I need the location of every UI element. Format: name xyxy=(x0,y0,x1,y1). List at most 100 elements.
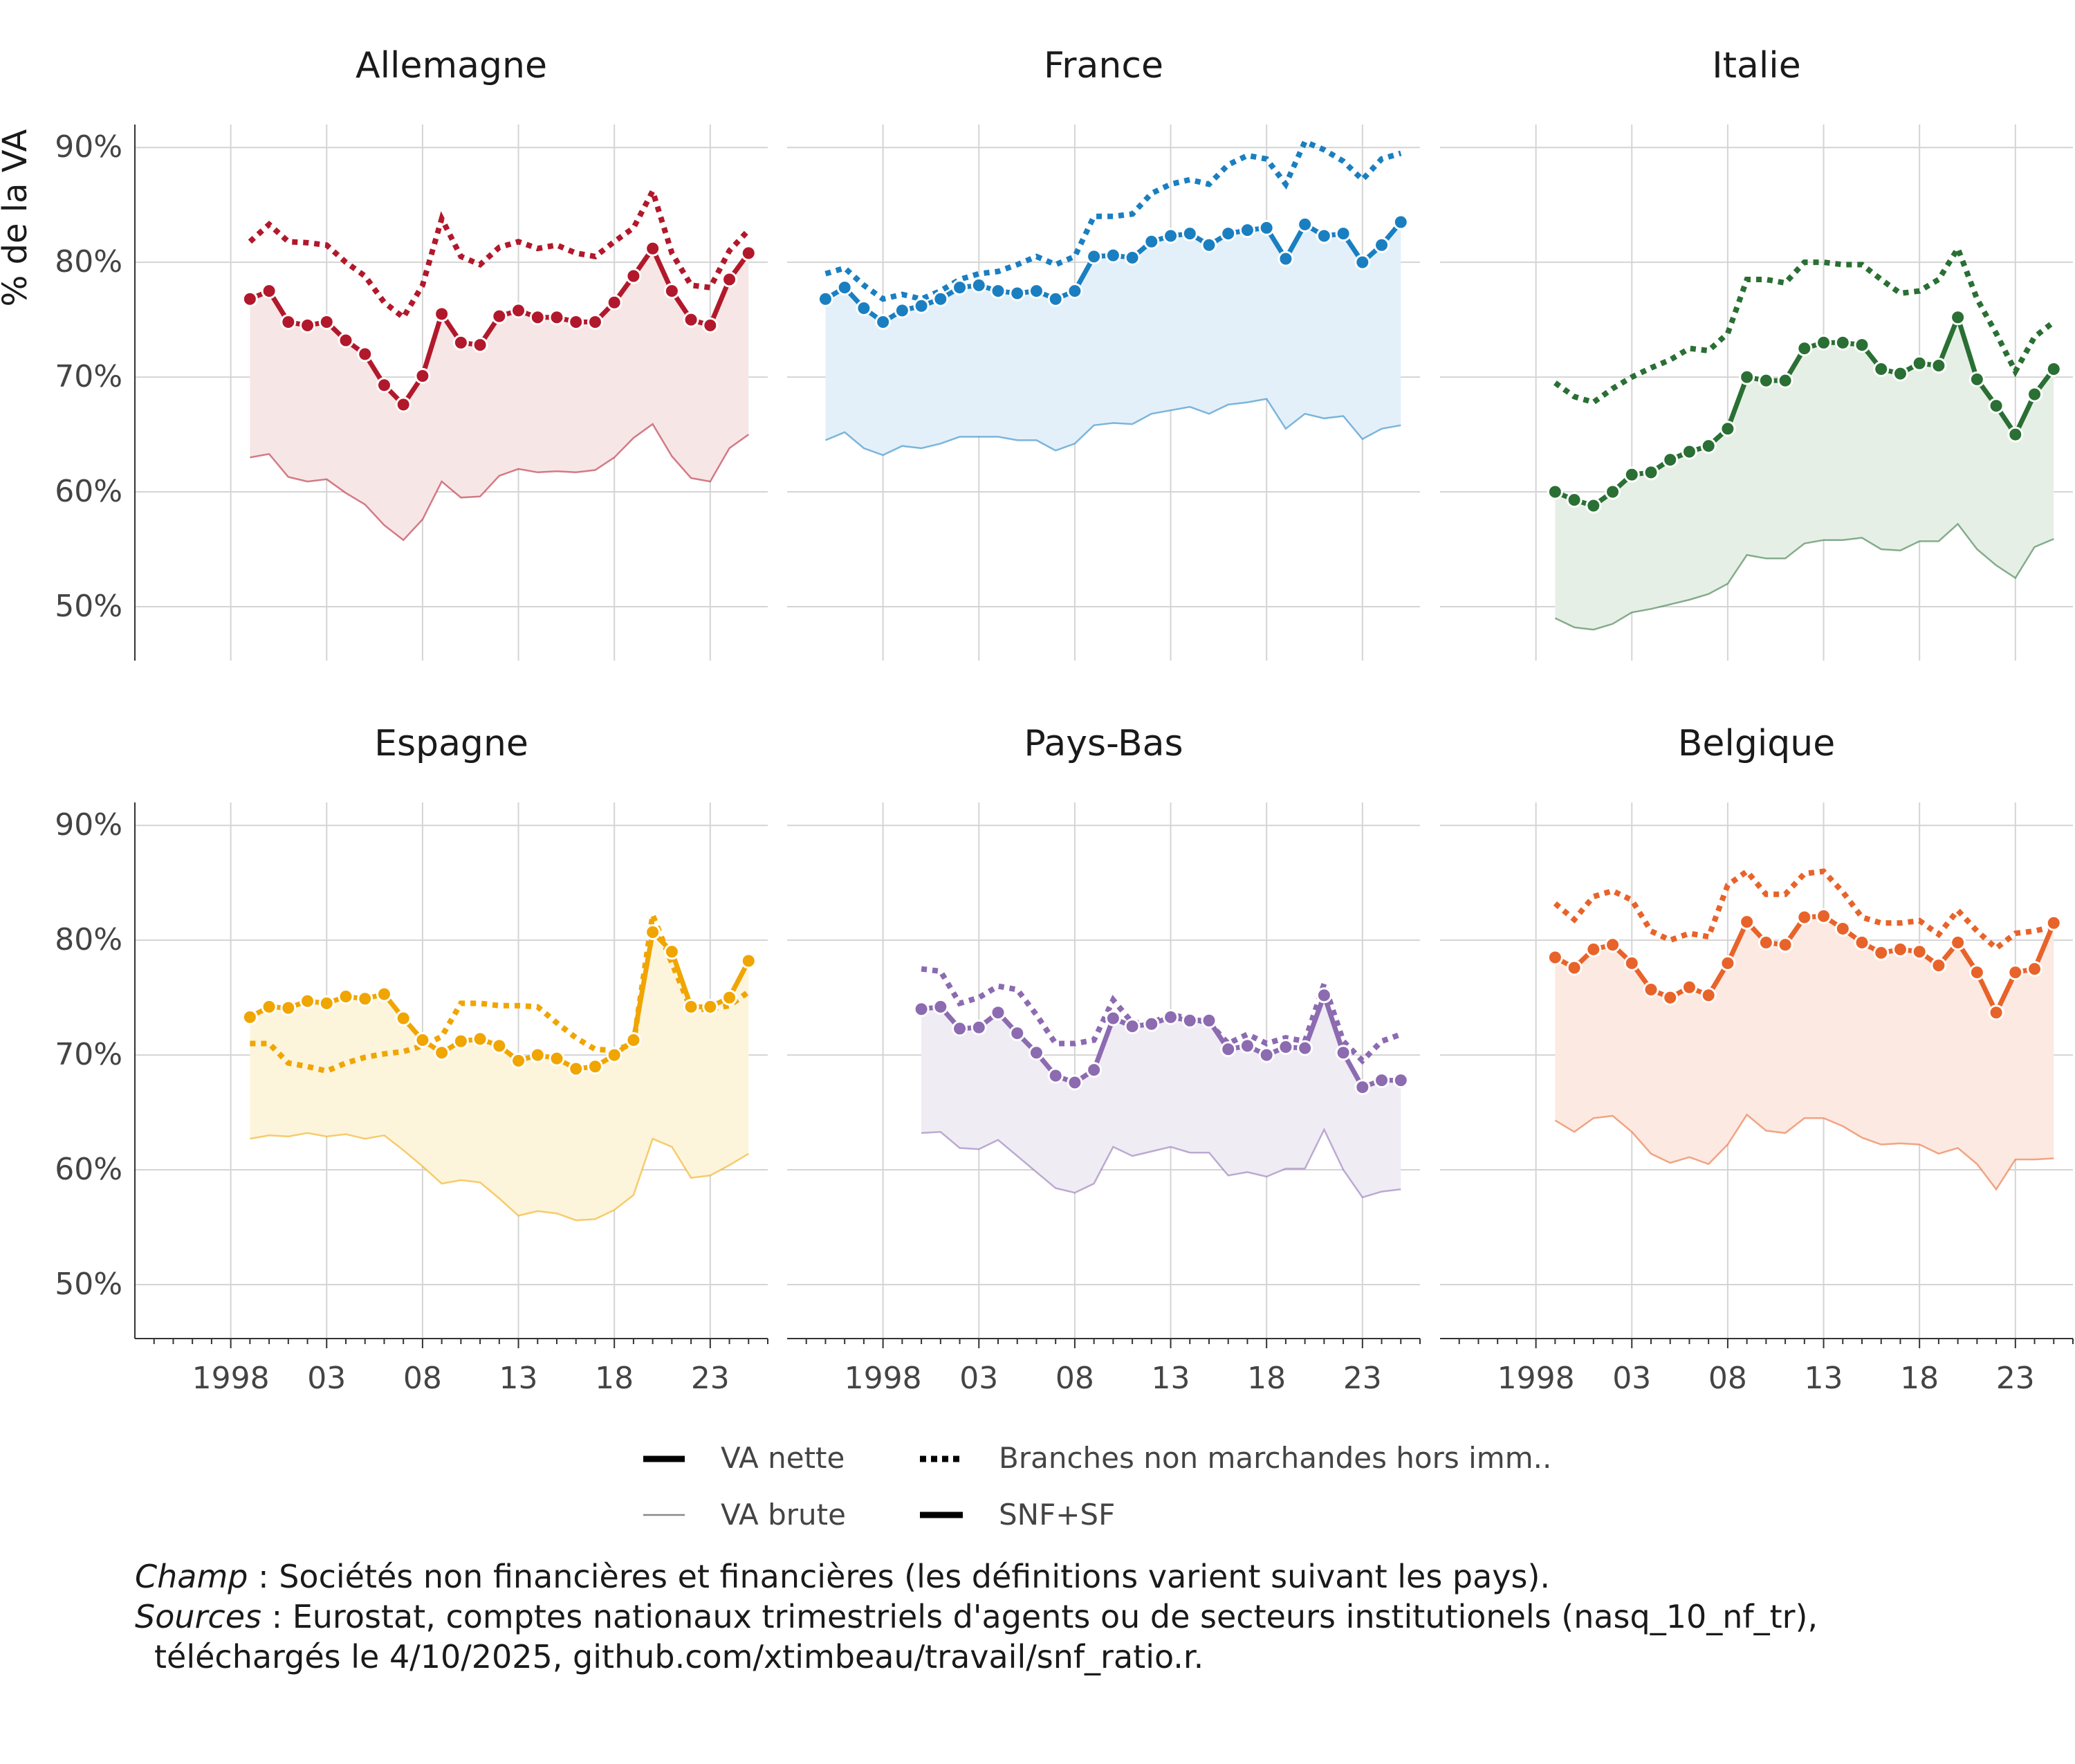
point-va-nette xyxy=(376,986,392,1002)
series-va-brute xyxy=(1554,1113,2054,1191)
point-va-nette xyxy=(1796,340,1813,357)
point-va-nette xyxy=(1335,226,1352,242)
y-tick-label: 70% xyxy=(55,359,122,394)
x-tick-label: 13 xyxy=(1152,1361,1190,1396)
point-va-nette xyxy=(1758,372,1774,389)
point-va-nette xyxy=(932,998,949,1015)
point-va-nette xyxy=(472,1031,488,1047)
point-va-nette xyxy=(740,953,757,969)
point-va-nette xyxy=(261,283,277,300)
point-va-nette xyxy=(856,300,872,317)
point-va-nette xyxy=(932,291,949,307)
point-va-nette xyxy=(1201,237,1217,253)
point-va-nette xyxy=(1047,291,1064,307)
panel-allemagne: Allemagne 50% 60% 70% 80% 90% xyxy=(55,45,768,661)
point-va-nette xyxy=(1643,982,1659,998)
point-va-nette xyxy=(241,1009,258,1025)
point-va-nette xyxy=(1163,1009,1179,1025)
point-va-nette xyxy=(1950,934,1966,950)
point-va-nette xyxy=(1854,934,1870,950)
point-va-nette xyxy=(1086,1062,1103,1078)
point-va-nette xyxy=(414,1032,431,1049)
point-va-nette xyxy=(1950,309,1966,326)
point-va-nette xyxy=(683,998,699,1015)
point-va-nette xyxy=(241,291,258,307)
panel-france: France xyxy=(787,45,1420,661)
series-va-brute xyxy=(1554,522,2054,631)
point-va-nette xyxy=(548,309,565,326)
x-tick-label: 1998 xyxy=(192,1361,270,1396)
panel-belgique: Belgique 1998 03 08 13 18 23 xyxy=(1440,723,2074,1396)
ribbon-net-brut xyxy=(250,932,749,1221)
point-va-nette xyxy=(625,268,642,284)
point-va-nette xyxy=(280,313,297,330)
point-va-nette xyxy=(836,279,853,296)
point-va-nette xyxy=(1547,949,1563,966)
point-va-nette xyxy=(2045,915,2062,931)
y-tick-label: 90% xyxy=(55,807,122,843)
point-va-nette xyxy=(1258,219,1275,236)
point-va-nette xyxy=(1566,492,1583,508)
series-va-brute xyxy=(921,1128,1401,1199)
point-va-nette xyxy=(1892,365,1908,382)
point-va-nette xyxy=(1854,337,1870,353)
point-va-nette xyxy=(1911,355,1928,371)
x-tick-label: 08 xyxy=(403,1361,442,1396)
point-va-nette xyxy=(1220,226,1237,242)
point-va-nette xyxy=(548,1050,565,1067)
point-va-nette xyxy=(606,294,622,311)
point-va-nette xyxy=(990,1004,1006,1021)
point-va-nette xyxy=(1354,254,1371,270)
point-va-nette xyxy=(357,346,374,362)
x-tick-label: 03 xyxy=(307,1361,346,1396)
point-va-nette xyxy=(1297,1040,1313,1056)
point-va-nette xyxy=(1719,421,1736,437)
x-tick-label: 1998 xyxy=(1497,1361,1575,1396)
point-va-nette xyxy=(721,989,738,1006)
y-tick-label: 60% xyxy=(55,1152,122,1187)
point-va-nette xyxy=(1873,360,1890,377)
series-va-brute xyxy=(250,1132,749,1222)
point-va-nette xyxy=(740,245,757,261)
point-va-nette xyxy=(1086,248,1103,265)
point-va-nette xyxy=(645,924,661,941)
point-va-nette xyxy=(1892,941,1908,957)
chart-notes: Champ : Sociétés non financières et fina… xyxy=(135,1556,1818,1677)
point-va-nette xyxy=(568,1060,584,1077)
x-tick-label: 08 xyxy=(1055,1361,1094,1396)
champ-label: Champ xyxy=(135,1558,248,1595)
x-tick-label: 1998 xyxy=(845,1361,922,1396)
point-va-nette xyxy=(721,271,738,288)
point-va-nette xyxy=(1278,250,1294,267)
point-va-nette xyxy=(663,944,680,960)
point-va-nette xyxy=(357,991,374,1007)
point-va-nette xyxy=(1777,937,1793,953)
point-va-nette xyxy=(338,332,354,349)
panel-title: Espagne xyxy=(374,723,528,764)
point-va-nette xyxy=(645,240,661,257)
sources-text: : Eurostat, comptes nationaux trimestrie… xyxy=(261,1598,1818,1635)
point-va-nette xyxy=(1239,222,1255,239)
point-va-nette xyxy=(952,279,968,296)
x-tick-label: 18 xyxy=(595,1361,634,1396)
point-va-nette xyxy=(990,283,1006,300)
point-va-nette xyxy=(2027,386,2043,403)
point-va-nette xyxy=(1605,937,1621,953)
point-va-nette xyxy=(1047,1067,1064,1084)
point-va-nette xyxy=(529,309,546,326)
point-va-nette xyxy=(1067,283,1083,300)
point-va-nette xyxy=(491,1038,508,1054)
point-va-nette xyxy=(625,1032,642,1049)
point-va-nette xyxy=(1662,452,1679,468)
point-va-nette xyxy=(1105,1010,1121,1027)
point-va-nette xyxy=(913,297,930,314)
point-va-nette xyxy=(1585,941,1602,957)
y-tick-label: 50% xyxy=(55,1267,122,1302)
point-va-nette xyxy=(587,313,603,330)
point-va-nette xyxy=(1739,914,1755,930)
point-va-nette xyxy=(1297,216,1313,232)
panel-pays-bas: Pays-Bas 1998 03 08 13 18 23 xyxy=(787,723,1421,1396)
x-tick-label: 23 xyxy=(691,1361,730,1396)
point-va-nette xyxy=(606,1047,622,1063)
point-va-nette xyxy=(491,308,508,324)
